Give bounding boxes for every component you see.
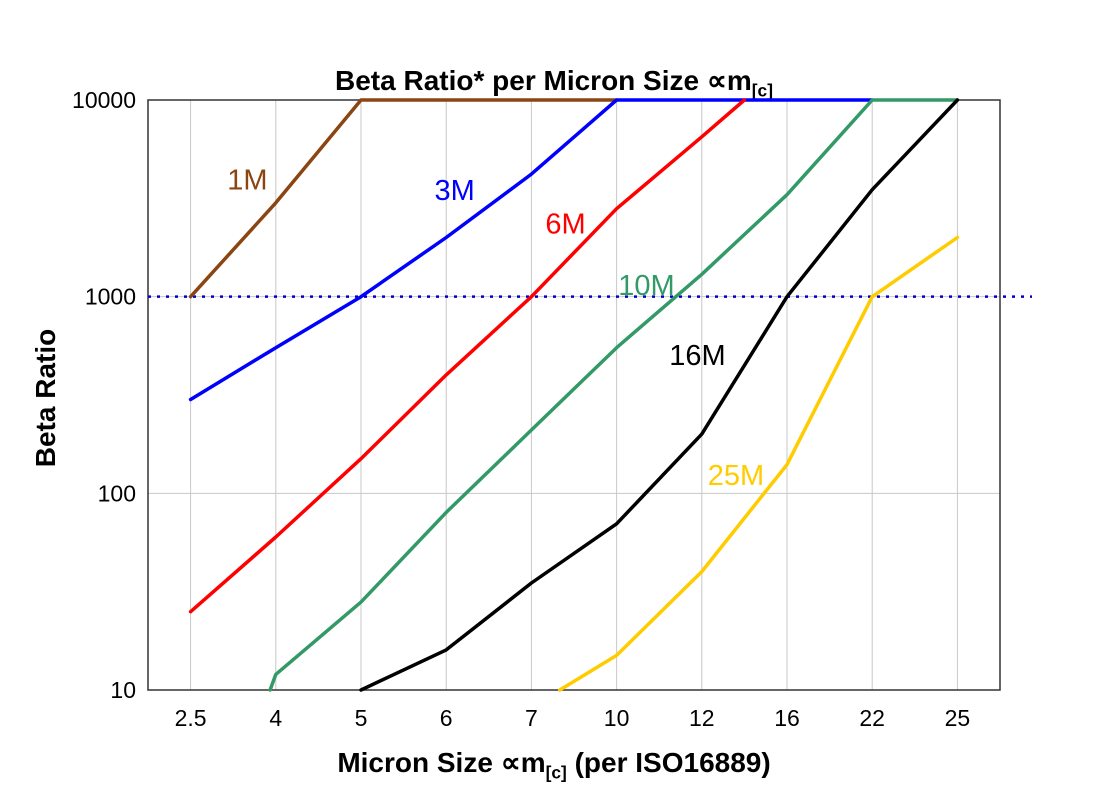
series-label-6M: 6M — [545, 208, 585, 240]
series-line-25M — [558, 235, 960, 692]
y-tick-label: 10 — [110, 677, 136, 703]
x-tick-label: 7 — [525, 705, 538, 731]
x-tick-label: 16 — [774, 705, 800, 731]
y-tick-label: 1000 — [85, 284, 136, 310]
x-tick-label: 5 — [355, 705, 368, 731]
series-label-3M: 3M — [435, 175, 475, 207]
y-tick-label: 100 — [98, 480, 136, 506]
series-line-10M — [268, 98, 960, 692]
x-axis-title-suffix: (per ISO16889) — [566, 747, 771, 778]
chart-title: Beta Ratio* per Micron Size ∝m[c] — [0, 64, 1108, 102]
x-tick-label: 22 — [859, 705, 885, 731]
x-tick-label: 4 — [269, 705, 282, 731]
x-tick-label: 2.5 — [175, 705, 207, 731]
x-tick-label: 25 — [945, 705, 971, 731]
x-axis-title-subscript: [c] — [545, 762, 567, 783]
series-line-16M — [359, 98, 960, 692]
series-line-6M — [188, 98, 747, 614]
x-tick-label: 12 — [689, 705, 715, 731]
chart-title-text: Beta Ratio* per Micron Size — [335, 65, 707, 96]
chart-title-symbol: ∝m — [706, 65, 752, 96]
x-tick-label: 10 — [604, 705, 630, 731]
x-axis-title: Micron Size ∝m[c] (per ISO16889) — [0, 746, 1108, 784]
series-label-25M: 25M — [708, 460, 764, 492]
chart-title-subscript: [c] — [751, 80, 773, 101]
x-tick-label: 6 — [440, 705, 453, 731]
series-label-16M: 16M — [669, 340, 725, 372]
x-axis-title-text: Micron Size — [337, 747, 501, 778]
y-tick-label: 10000 — [72, 87, 136, 113]
x-axis-title-symbol: ∝m — [500, 747, 546, 778]
series-label-1M: 1M — [227, 165, 267, 197]
series-line-3M — [188, 98, 874, 402]
series-line-1M — [188, 98, 619, 299]
series-label-10M: 10M — [618, 270, 674, 302]
